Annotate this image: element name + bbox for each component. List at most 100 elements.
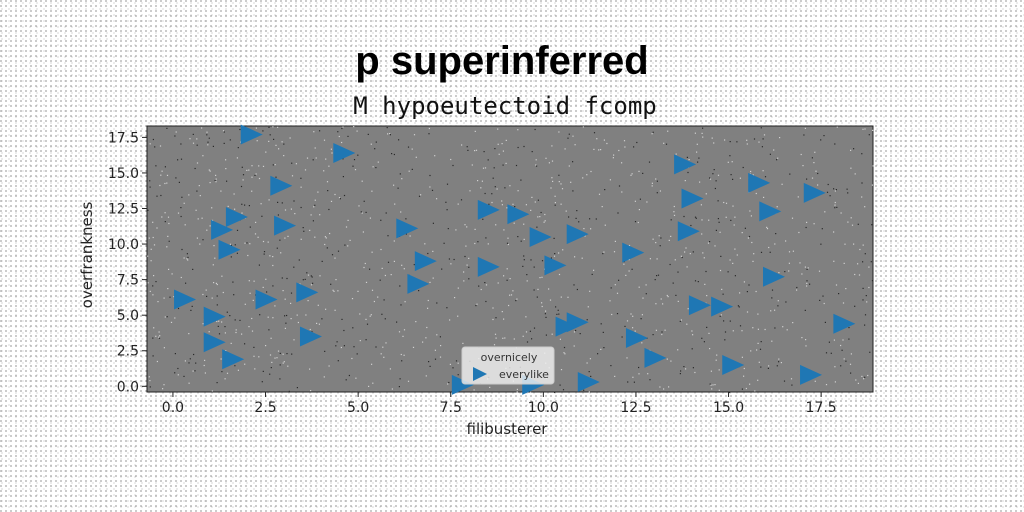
noise-speck [749,384,750,385]
noise-speck [159,331,160,332]
noise-speck [495,224,496,225]
noise-speck [848,327,849,328]
noise-speck [825,322,826,323]
noise-speck [761,252,762,253]
noise-speck [299,259,300,260]
noise-speck [210,182,211,183]
noise-speck [312,283,313,284]
noise-speck [805,310,806,311]
noise-speck [545,317,546,318]
noise-speck [217,295,218,296]
noise-speck [758,329,759,330]
noise-speck [301,207,302,208]
noise-speck [452,367,453,368]
noise-speck [864,206,865,207]
noise-speck [785,240,786,241]
noise-speck [814,223,815,224]
noise-speck [323,170,324,171]
noise-speck [746,140,747,141]
noise-speck [341,142,342,143]
noise-speck [741,330,742,331]
noise-speck [600,149,601,150]
noise-speck [770,154,771,155]
y-tick-label: 17.5 [108,130,139,146]
noise-speck [526,274,527,275]
noise-speck [227,312,228,313]
noise-speck [798,196,799,197]
noise-speck [833,231,834,232]
noise-speck [204,365,205,366]
noise-speck [836,284,837,285]
noise-speck [220,191,221,192]
noise-speck [426,375,427,376]
noise-speck [789,251,790,252]
noise-speck [268,329,269,330]
noise-speck [458,288,459,289]
noise-speck [728,271,729,272]
noise-speck [617,212,618,213]
noise-speck [696,152,697,153]
noise-speck [574,256,575,257]
noise-speck [635,221,636,222]
noise-speck [434,155,435,156]
noise-speck [424,243,425,244]
noise-speck [685,368,686,369]
noise-speck [278,351,279,352]
noise-speck [248,326,249,327]
noise-speck [337,131,338,132]
noise-speck [338,251,339,252]
noise-speck [844,263,845,264]
noise-speck [213,264,214,265]
noise-speck [777,305,778,306]
noise-speck [655,303,656,304]
y-tick-label: 7.5 [117,273,139,289]
noise-speck [708,243,709,244]
noise-speck [251,191,252,192]
noise-speck [269,199,270,200]
noise-speck [259,265,260,266]
noise-speck [782,326,783,327]
noise-speck [482,219,483,220]
noise-speck [697,162,698,163]
noise-speck [488,204,489,205]
noise-speck [480,187,481,188]
noise-speck [398,139,399,140]
noise-speck [352,166,353,167]
noise-speck [820,244,821,245]
noise-speck [475,131,476,132]
noise-speck [485,237,486,238]
noise-speck [426,327,427,328]
noise-speck [243,179,244,180]
noise-speck [561,369,562,370]
noise-speck [341,128,342,129]
noise-speck [560,339,561,340]
noise-speck [716,360,717,361]
noise-speck [871,224,872,225]
noise-speck [495,317,496,318]
x-tick-label: 17.5 [806,400,837,416]
noise-speck [192,269,193,270]
noise-speck [586,174,587,175]
noise-speck [740,325,741,326]
noise-speck [793,251,794,252]
noise-speck [152,222,153,223]
noise-speck [167,316,168,317]
noise-speck [590,171,591,172]
noise-speck [414,264,415,265]
noise-speck [301,239,302,240]
noise-speck [671,219,672,220]
noise-speck [192,306,193,307]
noise-speck [743,167,744,168]
noise-speck [834,143,835,144]
noise-speck [373,166,374,167]
noise-speck [698,281,699,282]
noise-speck [697,144,698,145]
noise-speck [158,337,159,338]
noise-speck [213,146,214,147]
noise-speck [858,383,859,384]
noise-speck [293,200,294,201]
noise-speck [346,226,347,227]
noise-speck [509,185,510,186]
noise-speck [161,216,162,217]
noise-speck [801,154,802,155]
